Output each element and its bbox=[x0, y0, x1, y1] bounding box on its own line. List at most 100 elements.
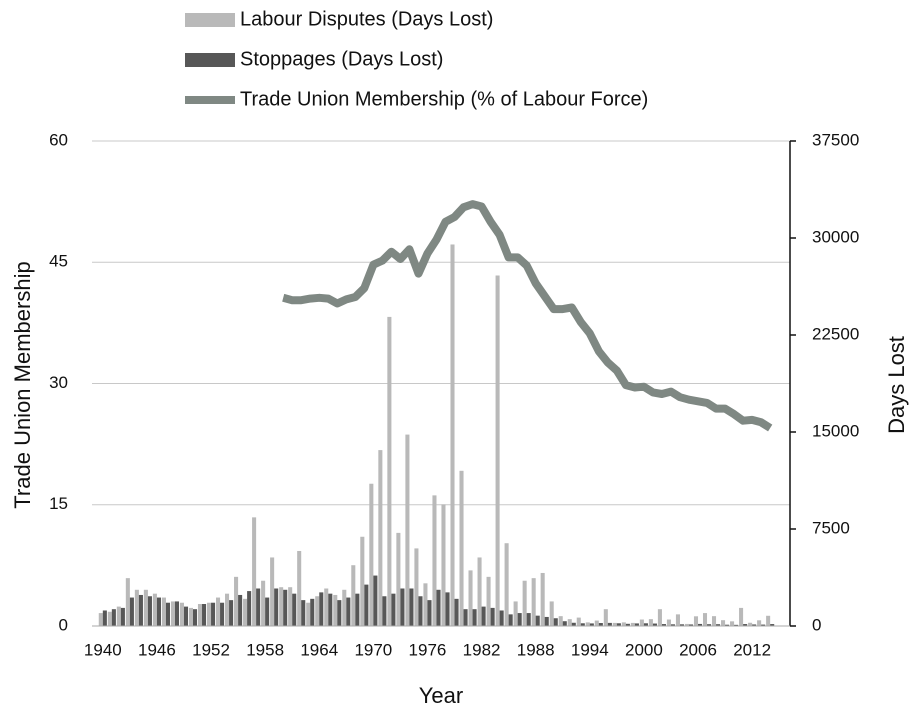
bar bbox=[427, 600, 432, 626]
bar bbox=[585, 622, 590, 626]
bar bbox=[657, 609, 662, 626]
bar bbox=[229, 600, 234, 626]
bar bbox=[170, 601, 175, 626]
bar bbox=[270, 557, 275, 626]
bar bbox=[757, 620, 762, 626]
legend-label: Stoppages (Days Lost) bbox=[240, 48, 443, 70]
y-tick-label: 30 bbox=[49, 373, 68, 392]
y2-tick-label: 30000 bbox=[812, 227, 859, 246]
legend-swatch bbox=[185, 53, 235, 67]
bar bbox=[292, 593, 297, 626]
bar bbox=[562, 621, 567, 626]
bar bbox=[274, 588, 279, 626]
bar bbox=[315, 596, 320, 626]
bar bbox=[693, 616, 699, 626]
bar bbox=[625, 623, 630, 626]
x-tick-label: 2012 bbox=[733, 640, 771, 659]
y2-tick-label: 22500 bbox=[812, 324, 859, 343]
bar bbox=[616, 623, 621, 626]
x-tick-label: 1976 bbox=[409, 640, 447, 659]
bar bbox=[188, 607, 194, 626]
bar bbox=[279, 587, 284, 626]
bar bbox=[621, 622, 626, 626]
bar bbox=[648, 619, 653, 626]
bar bbox=[391, 593, 396, 626]
x-tick-label: 2006 bbox=[679, 640, 717, 659]
bar bbox=[306, 602, 311, 626]
bar bbox=[504, 543, 509, 626]
bar bbox=[716, 624, 721, 626]
bar bbox=[531, 578, 536, 626]
bar bbox=[120, 607, 125, 626]
bar bbox=[333, 594, 338, 626]
bar bbox=[549, 601, 554, 626]
bar bbox=[688, 624, 694, 626]
bar bbox=[508, 614, 513, 626]
bar bbox=[252, 517, 257, 626]
bar bbox=[481, 606, 486, 626]
bar bbox=[319, 592, 324, 626]
x-tick-label: 1958 bbox=[246, 640, 284, 659]
bar bbox=[165, 602, 171, 626]
bar bbox=[544, 616, 549, 626]
bar bbox=[134, 589, 139, 626]
bar bbox=[630, 622, 635, 626]
bar bbox=[197, 604, 203, 626]
bar bbox=[369, 483, 374, 626]
bar bbox=[730, 621, 735, 626]
bar bbox=[594, 620, 599, 626]
bar bbox=[495, 275, 500, 626]
bar bbox=[598, 623, 603, 626]
bar bbox=[526, 613, 531, 626]
x-tick-label: 1940 bbox=[84, 640, 122, 659]
bar bbox=[634, 623, 639, 626]
bar bbox=[698, 623, 703, 626]
legend-swatch bbox=[185, 13, 235, 27]
bar bbox=[752, 624, 757, 626]
bar bbox=[432, 495, 437, 626]
bar bbox=[670, 624, 676, 626]
bar bbox=[143, 589, 148, 626]
x-tick-label: 1970 bbox=[354, 640, 392, 659]
bar bbox=[247, 591, 252, 626]
bar bbox=[283, 589, 288, 626]
y2-tick-label: 15000 bbox=[812, 421, 859, 440]
y-tick-label: 15 bbox=[49, 494, 68, 513]
bar bbox=[748, 622, 753, 626]
bar bbox=[206, 602, 212, 626]
bar bbox=[558, 616, 563, 626]
bar bbox=[310, 598, 315, 626]
bar bbox=[472, 609, 477, 626]
bar bbox=[373, 575, 378, 626]
bar bbox=[202, 604, 207, 626]
bar bbox=[183, 606, 189, 626]
x-tick-label: 1946 bbox=[138, 640, 176, 659]
y2-tick-label: 7500 bbox=[812, 518, 850, 537]
bar bbox=[477, 557, 482, 626]
bar bbox=[193, 609, 198, 626]
bar bbox=[215, 597, 221, 626]
bar bbox=[766, 615, 771, 626]
x-tick-label: 1952 bbox=[192, 640, 230, 659]
bar bbox=[346, 597, 351, 626]
bar bbox=[161, 597, 166, 626]
bar bbox=[396, 532, 401, 626]
bar bbox=[400, 588, 405, 626]
bar bbox=[98, 613, 103, 626]
bar bbox=[409, 588, 414, 626]
bar bbox=[725, 624, 730, 626]
bar bbox=[355, 593, 360, 626]
bar bbox=[450, 244, 455, 626]
bar bbox=[116, 606, 121, 626]
bar bbox=[360, 536, 365, 626]
bar bbox=[179, 602, 184, 626]
bar bbox=[454, 598, 459, 626]
bar bbox=[436, 589, 441, 626]
bar bbox=[571, 622, 576, 626]
bar bbox=[499, 610, 504, 626]
bar bbox=[243, 598, 248, 626]
bar bbox=[102, 610, 107, 626]
bar bbox=[535, 615, 540, 626]
y-axis-title: Trade Union Membership bbox=[10, 261, 35, 508]
